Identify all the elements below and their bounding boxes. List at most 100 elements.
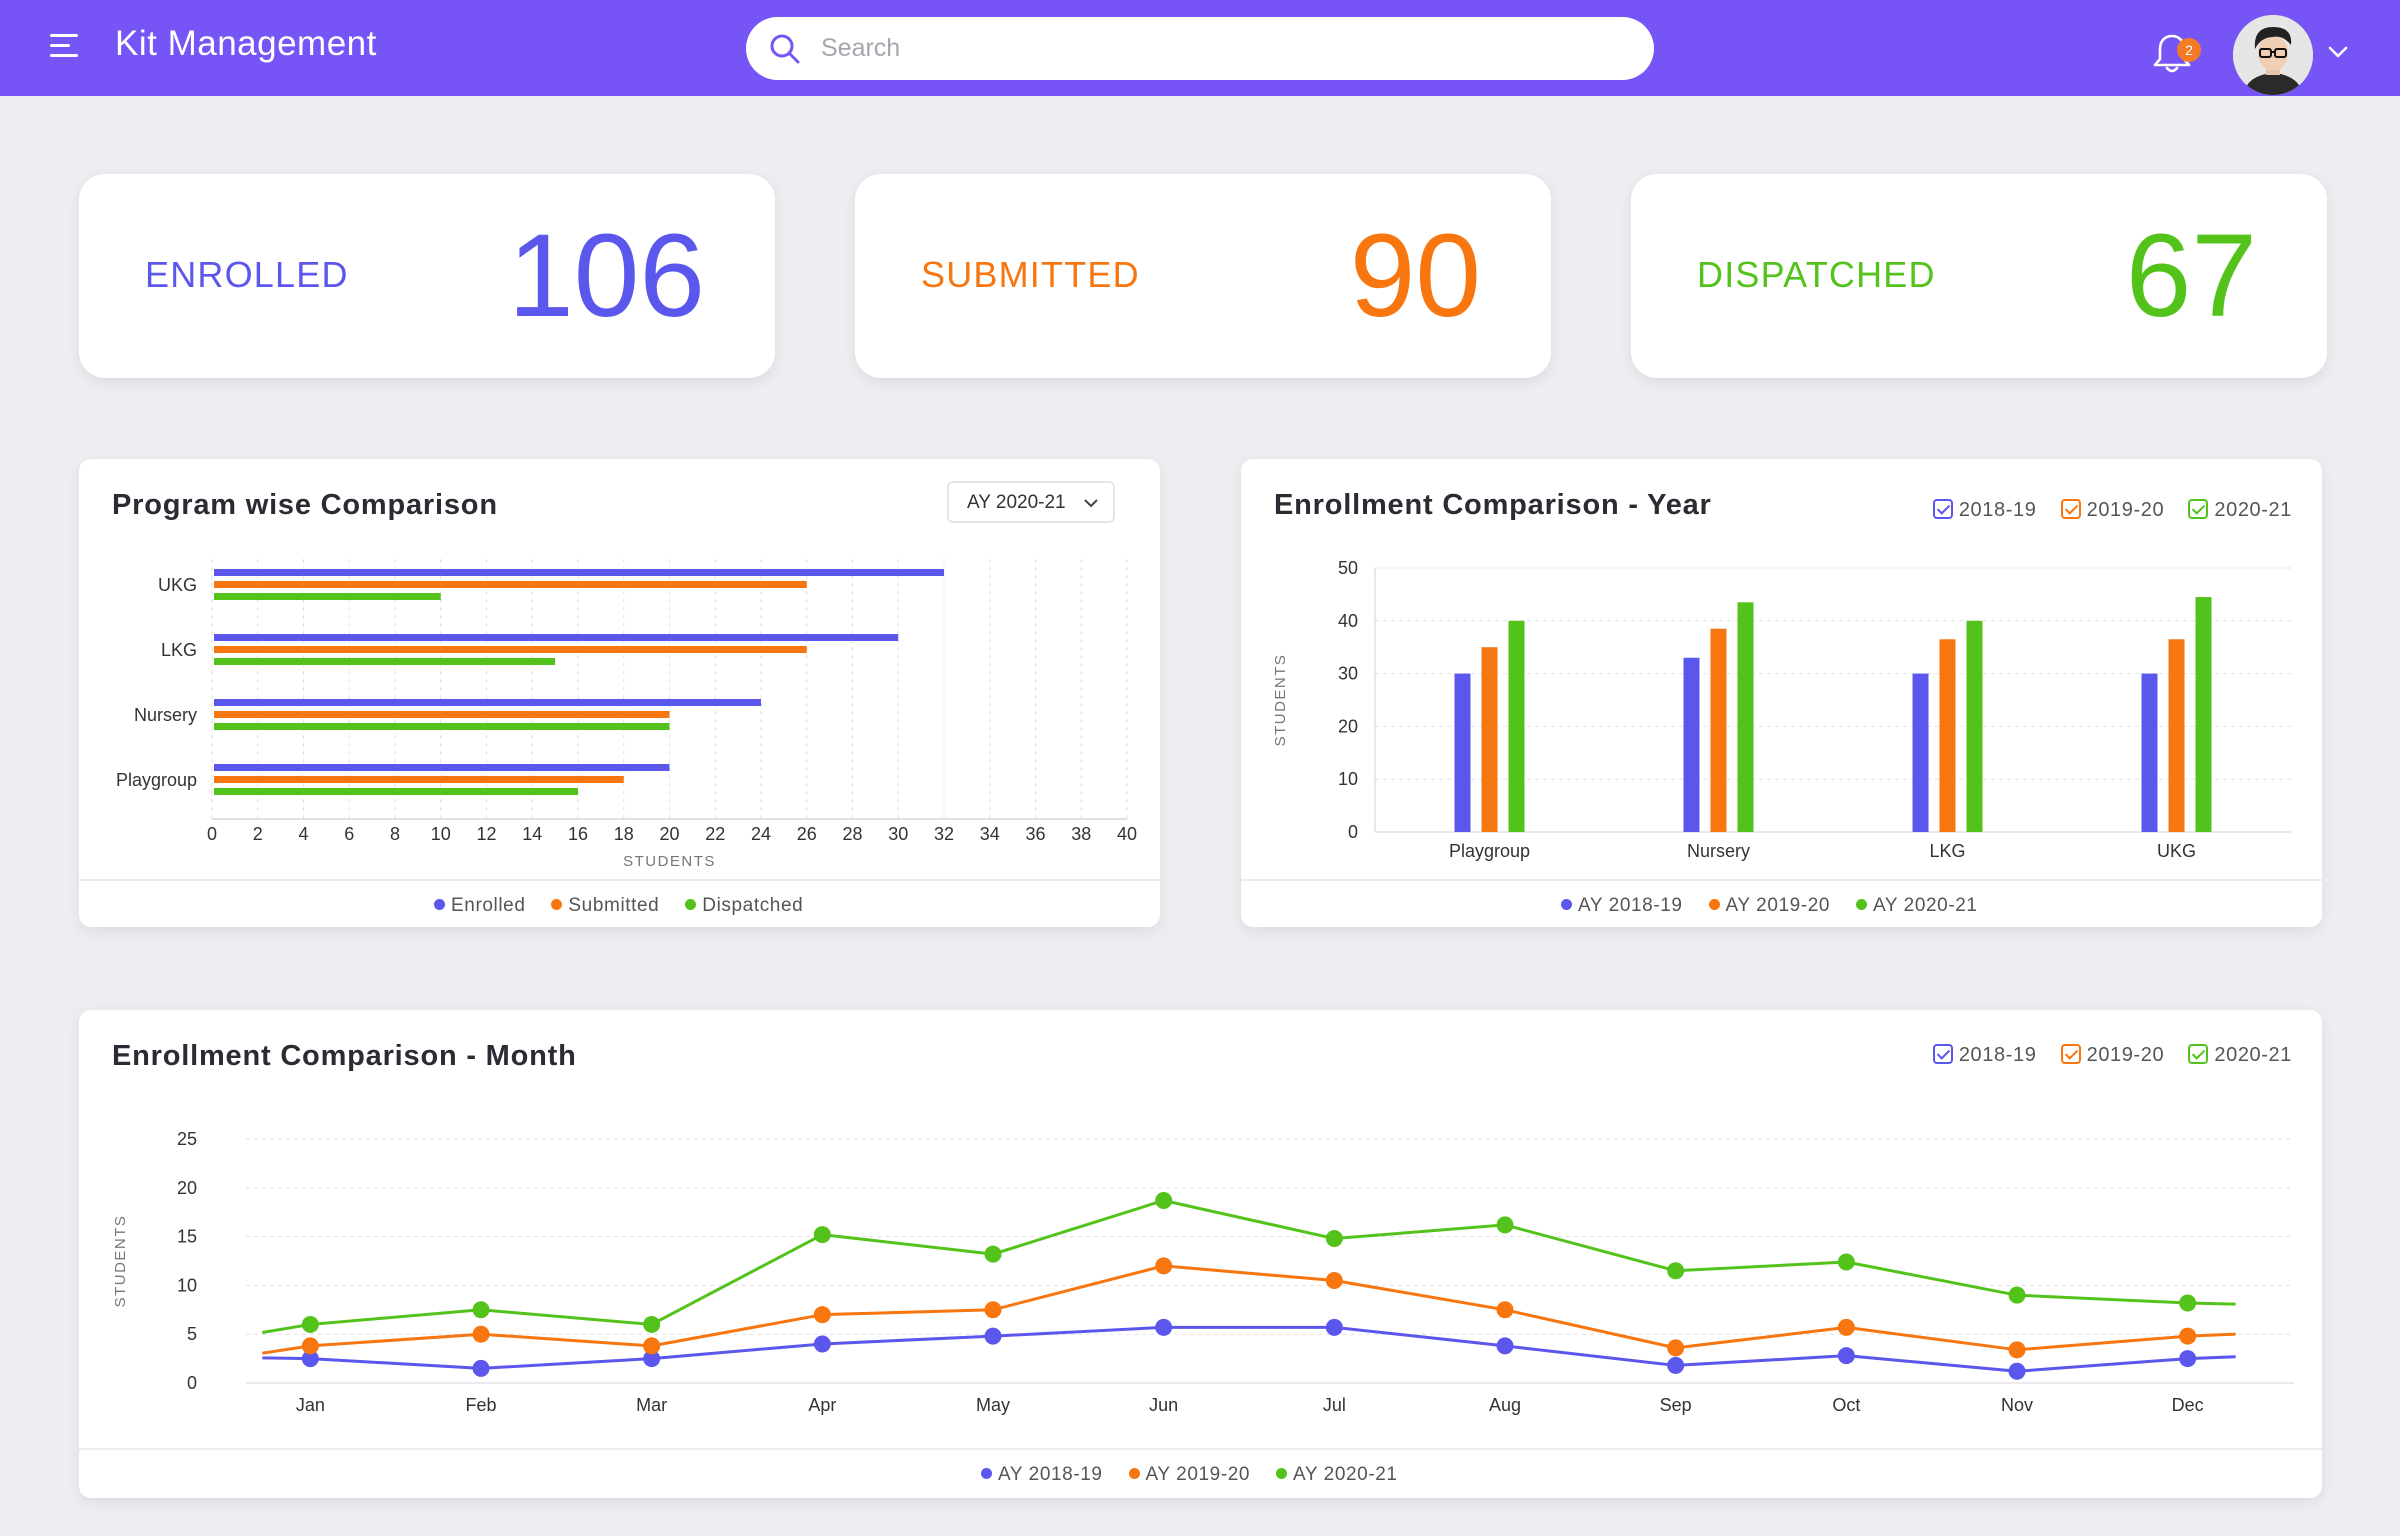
legend-dot [1128, 1468, 1140, 1479]
dropdown-value: AY 2020-21 [967, 492, 1066, 513]
academic-year-dropdown[interactable]: AY 2020-21 [947, 481, 1115, 523]
data-point [984, 1327, 1002, 1345]
legend-item-2020-21[interactable]: AY 2020-21 [1276, 1464, 1398, 1486]
data-point [2179, 1350, 2197, 1368]
data-point [472, 1359, 490, 1377]
checkbox-2019-20[interactable]: 2019-20 [2060, 1044, 2165, 1067]
x-tick-label: 2 [253, 824, 263, 844]
program-bar-chart: 0 2 4 6 8 10 12 14 16 18 20 22 24 26 28 30 32 34 36 38 40STU… [116, 559, 1137, 870]
check-icon [1932, 1044, 1953, 1064]
bar [214, 699, 761, 706]
legend-item-dispatched[interactable]: Dispatched [685, 895, 803, 917]
checkbox-2020-21[interactable]: 2020-21 [2188, 499, 2292, 522]
legend-item-2020-21[interactable]: AY 2020-21 [1856, 895, 1978, 917]
x-tick-label: 34 [980, 824, 1000, 844]
y-tick-label: 5 [187, 1324, 197, 1344]
y-tick-label: 20 [1338, 716, 1358, 736]
app-title: Kit Management [115, 24, 377, 63]
data-point [2179, 1327, 2197, 1345]
y-tick-label: 20 [177, 1178, 197, 1198]
checkbox-2018-19[interactable]: 2018-19 [1932, 1044, 2037, 1067]
kpi-card-dispatched: DISPATCHED 67 [1631, 174, 2327, 378]
legend-dot [685, 899, 697, 910]
legend-item-2018-19[interactable]: AY 2018-19 [981, 1464, 1103, 1486]
x-category-label: Mar [636, 1395, 667, 1415]
bell-icon[interactable] [2150, 30, 2194, 76]
data-point [2008, 1341, 2026, 1359]
legend-item-2019-20[interactable]: AY 2019-20 [1708, 895, 1831, 917]
check-icon [1932, 499, 1953, 519]
y-tick-label: 50 [1338, 558, 1358, 578]
checkbox-2018-19[interactable]: 2018-19 [1932, 499, 2037, 522]
legend-item-2018-19[interactable]: AY 2018-19 [1561, 895, 1683, 917]
x-category-label: LKG [1929, 841, 1965, 861]
checkbox-label: 2020-21 [2214, 1044, 2292, 1066]
legend-label: AY 2019-20 [1145, 1464, 1251, 1485]
data-point [301, 1337, 319, 1355]
data-point [1837, 1347, 1855, 1365]
data-point [643, 1315, 661, 1333]
kpi-label: DISPATCHED [1697, 254, 1936, 295]
x-category-label: Jul [1323, 1395, 1346, 1415]
x-category-label: Jan [296, 1395, 325, 1415]
data-point [1325, 1230, 1343, 1248]
card-title: Enrollment Comparison - Month [112, 1040, 577, 1072]
series-line [262, 1264, 2236, 1355]
legend-label: AY 2020-21 [1293, 1464, 1398, 1485]
legend-item-submitted[interactable]: Submitted [551, 895, 659, 917]
search-box[interactable] [746, 17, 1654, 80]
bar [214, 711, 670, 718]
y-category-label: UKG [158, 575, 197, 595]
kpi-value: 67 [2125, 210, 2257, 342]
x-category-label: May [976, 1395, 1010, 1415]
search-icon[interactable] [768, 32, 802, 66]
x-tick-label: 32 [934, 824, 954, 844]
bar [214, 764, 670, 771]
legend-item-2019-20[interactable]: AY 2019-20 [1128, 1464, 1251, 1486]
legend-item-enrolled[interactable]: Enrolled [434, 895, 526, 917]
y-tick-label: 10 [177, 1275, 197, 1295]
data-point [2008, 1362, 2026, 1380]
x-tick-label: 8 [390, 824, 400, 844]
x-tick-label: 0 [207, 824, 217, 844]
bar [1966, 620, 1983, 832]
x-category-label: UKG [2157, 841, 2196, 861]
data-point [472, 1325, 490, 1343]
legend-label: AY 2019-20 [1725, 895, 1831, 916]
x-tick-label: 12 [476, 824, 496, 844]
x-tick-label: 38 [1071, 824, 1091, 844]
series-line [262, 1325, 2236, 1373]
menu-icon[interactable] [46, 28, 82, 64]
y-axis-title: STUDENTS [112, 1215, 129, 1308]
series-line [262, 1198, 2236, 1335]
y-tick-label: 40 [1338, 611, 1358, 631]
checkbox-label: 2020-21 [2214, 499, 2292, 521]
data-point [1667, 1356, 1685, 1374]
chevron-down-icon[interactable] [2326, 44, 2350, 60]
x-tick-label: 16 [568, 824, 588, 844]
bar [214, 776, 624, 783]
y-category-label: Playgroup [116, 770, 197, 790]
x-category-label: Nursery [1687, 841, 1750, 861]
top-bar: Kit Management 2 [0, 0, 2400, 96]
avatar[interactable] [2233, 15, 2313, 95]
check-icon [2060, 1044, 2081, 1064]
card-title: Program wise Comparison [112, 489, 498, 521]
data-point [2008, 1286, 2026, 1304]
check-icon [2188, 1044, 2209, 1064]
y-category-label: Nursery [134, 705, 197, 725]
checkbox-2020-21[interactable]: 2020-21 [2188, 1044, 2292, 1067]
legend-label: AY 2020-21 [1873, 895, 1978, 916]
data-point [1837, 1318, 1855, 1336]
x-category-label: Nov [2001, 1395, 2033, 1415]
bar [214, 646, 807, 653]
search-input[interactable] [821, 17, 1621, 80]
checkbox-label: 2018-19 [1958, 499, 2037, 521]
year-bar-chart: 0 10 20 30 40 50 STUDENTS Playgroup Nursery LKG UK… [1272, 558, 2291, 861]
x-category-label: Jun [1149, 1395, 1178, 1415]
y-tick-label: 0 [1348, 822, 1358, 842]
bar [1683, 657, 1700, 832]
checkbox-2019-20[interactable]: 2019-20 [2060, 499, 2165, 522]
bar [214, 569, 944, 576]
bar [2141, 673, 2158, 832]
